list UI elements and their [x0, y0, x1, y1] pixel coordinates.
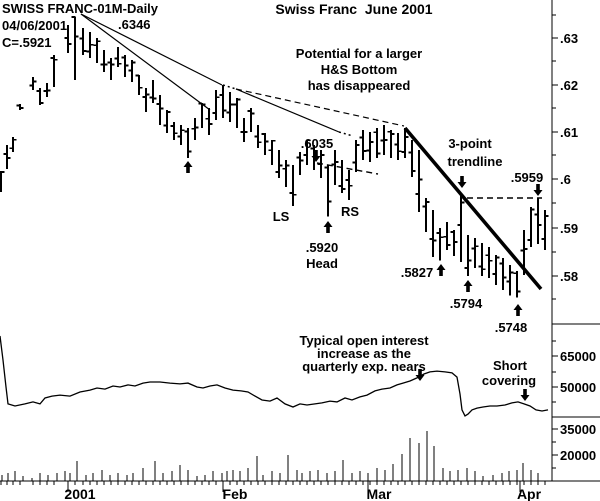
annotation-arrows-layer [183, 150, 543, 401]
date-label: 04/06/2001 [2, 18, 67, 33]
fan-trendline-lower [80, 13, 211, 111]
minor-trendline [235, 88, 340, 133]
annotation-text: Typical open interest [299, 333, 429, 348]
down-arrow-icon [520, 389, 530, 401]
instrument-label: SWISS FRANC-01M-Daily [2, 1, 159, 16]
oi-axis-label: 50000 [560, 380, 596, 395]
down-arrow-icon [457, 176, 467, 188]
annotation-text: .5959 [511, 170, 544, 185]
dotted-gap [222, 84, 237, 90]
fan-trendline-upper [80, 13, 223, 86]
month-label: Feb [223, 486, 248, 501]
broken-dashed-trendline [235, 88, 405, 127]
neckline [316, 162, 379, 175]
annotation-text: H&S Bottom [321, 62, 398, 77]
annotation-text: increase as the [317, 346, 411, 361]
month-label: Apr [517, 486, 542, 501]
up-arrow-icon [323, 221, 333, 233]
annotation-text: LS [273, 209, 290, 224]
price-axis-label: .59 [560, 221, 578, 236]
ohlc-bars-layer [0, 16, 549, 298]
price-axis-label: .6 [560, 172, 571, 187]
up-arrow-icon [436, 264, 446, 276]
annotation-text: 3-point [448, 136, 492, 151]
trendlines-layer [80, 13, 543, 291]
up-arrow-icon [513, 304, 523, 316]
annotation-text: .5794 [450, 296, 483, 311]
oi-axis-label: 65000 [560, 349, 596, 364]
annotation-text: covering [482, 373, 536, 388]
annotation-text: trendline [448, 154, 503, 169]
annotation-text: .5920 [306, 240, 339, 255]
down-arrow-icon [415, 369, 425, 381]
last-close-label: C=.5921 [2, 35, 52, 50]
up-arrow-icon [183, 161, 193, 173]
annotation-text: Potential for a larger [296, 46, 422, 61]
open-interest-line [0, 335, 549, 417]
up-arrow-icon [463, 280, 473, 292]
annotation-text: has disappeared [308, 78, 411, 93]
month-label: Mar [367, 486, 392, 501]
price-axis-label: .62 [560, 78, 578, 93]
chart-title: Swiss Franc June 2001 [275, 1, 432, 17]
annotation-text: quarterly exp. nears [302, 359, 426, 374]
price-axis-label: .58 [560, 269, 578, 284]
annotation-text: .6346 [118, 17, 151, 32]
price-axis-label: .61 [560, 125, 578, 140]
down-arrow-icon [311, 150, 321, 162]
open-interest-line-panel [0, 335, 549, 417]
annotation-text: Head [306, 256, 338, 271]
volume-axis-label: 35000 [560, 422, 596, 437]
annotation-text: .6035 [301, 136, 334, 151]
three-point-trendline [403, 126, 543, 291]
down-arrow-icon [533, 184, 543, 196]
month-label: 2001 [64, 486, 95, 501]
annotation-text: RS [341, 204, 359, 219]
annotation-text: Short [493, 358, 528, 373]
annotation-text: .5827 [401, 265, 434, 280]
volume-bars-panel [1, 431, 539, 481]
price-axis-label: .63 [560, 31, 578, 46]
annotation-text: .5748 [495, 320, 528, 335]
volume-axis-label: 20000 [560, 448, 596, 463]
